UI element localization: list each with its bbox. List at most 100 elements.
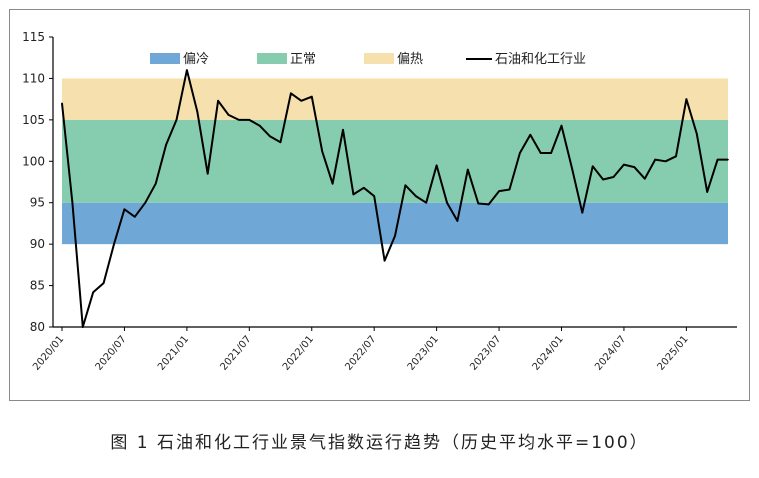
data-point xyxy=(321,150,323,153)
data-point xyxy=(300,100,303,102)
data-point xyxy=(581,211,584,214)
data-point xyxy=(165,143,167,146)
data-point xyxy=(92,291,95,294)
data-point xyxy=(290,92,292,95)
data-point xyxy=(352,193,355,196)
data-point xyxy=(467,168,469,171)
data-point xyxy=(404,184,407,187)
x-tick-label: 2023/01 xyxy=(406,334,441,373)
axes xyxy=(52,37,737,328)
data-point xyxy=(435,164,438,167)
data-point xyxy=(550,152,552,154)
data-point xyxy=(206,172,209,175)
data-point xyxy=(331,182,334,185)
data-point xyxy=(654,158,656,161)
x-tick-label: 2020/07 xyxy=(94,334,129,373)
data-point xyxy=(519,152,521,154)
data-point xyxy=(248,119,251,121)
legend-swatch-0 xyxy=(150,53,180,64)
data-point xyxy=(394,235,396,237)
data-point xyxy=(82,326,84,328)
data-point xyxy=(539,152,542,154)
data-point xyxy=(227,114,230,116)
data-point xyxy=(675,155,677,158)
data-point xyxy=(612,176,615,178)
x-axis-ticks: 2020/01 2020/07 2021/01 2021/07 2022/01 2022/… xyxy=(31,327,691,373)
legend-label-3: 石油和化工行业 xyxy=(495,52,586,67)
legend: 偏冷 正常 偏热 石油和化工行业 xyxy=(150,52,586,67)
x-tick-label: 2022/01 xyxy=(281,334,316,373)
chart-frame: 80 85 90 95 100 105 110 115 2020/01 2020/07 2021/… xyxy=(9,9,750,401)
data-point xyxy=(269,135,271,138)
y-tick-label: 115 xyxy=(22,30,45,44)
data-point xyxy=(362,187,365,189)
data-point xyxy=(695,133,698,135)
x-tick-label: 2021/07 xyxy=(218,334,253,373)
line-chart: 80 85 90 95 100 105 110 115 2020/01 2020/07 2021/… xyxy=(22,30,737,373)
legend-label-1: 正常 xyxy=(290,52,316,67)
data-point xyxy=(415,195,417,197)
data-point xyxy=(154,182,157,185)
data-point xyxy=(529,133,532,136)
x-tick-label: 2021/01 xyxy=(156,334,191,373)
data-point xyxy=(373,195,375,197)
data-point xyxy=(633,166,636,168)
data-point xyxy=(591,165,594,168)
y-tick-label: 90 xyxy=(30,237,45,251)
data-point xyxy=(144,201,147,204)
y-tick-label: 100 xyxy=(22,154,45,168)
data-point xyxy=(383,259,386,262)
data-point xyxy=(706,191,708,193)
data-point xyxy=(571,167,573,169)
y-tick-label: 105 xyxy=(22,113,45,127)
data-point xyxy=(477,202,480,205)
band-2 xyxy=(62,78,728,120)
data-point xyxy=(664,160,667,163)
data-point xyxy=(134,216,136,218)
x-tick-label: 2024/07 xyxy=(593,334,628,373)
data-point xyxy=(217,100,219,102)
x-tick-label: 2025/01 xyxy=(656,334,691,373)
y-tick-label: 110 xyxy=(22,71,45,85)
legend-label-2: 偏热 xyxy=(397,52,423,67)
data-point xyxy=(727,158,729,161)
data-point xyxy=(602,178,604,181)
figure-caption: 图 1 石油和化工行业景气指数运行趋势（历史平均水平=100） xyxy=(110,433,649,453)
index-bands xyxy=(62,78,728,245)
data-point xyxy=(456,220,459,222)
y-tick-label: 95 xyxy=(30,196,45,210)
legend-label-0: 偏冷 xyxy=(183,52,209,67)
legend-swatch-1 xyxy=(257,53,287,64)
legend-swatch-2 xyxy=(364,53,394,64)
data-point xyxy=(196,110,199,113)
data-point xyxy=(61,102,63,105)
data-point xyxy=(342,129,344,131)
x-tick-label: 2022/07 xyxy=(343,334,378,373)
data-point xyxy=(258,124,261,127)
data-point xyxy=(113,243,115,245)
x-tick-label: 2020/01 xyxy=(31,334,66,373)
data-point xyxy=(716,158,719,161)
data-point xyxy=(560,124,563,127)
series-layer xyxy=(61,69,729,328)
band-1 xyxy=(62,119,728,203)
data-point xyxy=(175,119,178,121)
data-point xyxy=(310,95,313,98)
x-tick-label: 2024/01 xyxy=(531,334,566,373)
data-point xyxy=(186,69,188,71)
y-axis-ticks: 80 85 90 95 100 105 110 115 xyxy=(22,30,53,334)
data-point xyxy=(685,98,688,100)
data-point xyxy=(425,201,428,204)
data-point xyxy=(71,201,74,204)
data-point xyxy=(508,188,511,191)
data-point xyxy=(643,177,646,180)
data-point xyxy=(102,282,105,284)
data-point xyxy=(123,208,126,211)
y-tick-label: 80 xyxy=(30,320,45,334)
x-tick-label: 2023/07 xyxy=(468,334,503,373)
data-point xyxy=(279,141,282,144)
data-point xyxy=(238,119,240,121)
data-point xyxy=(446,201,448,204)
data-point xyxy=(623,163,625,166)
y-tick-label: 85 xyxy=(30,279,45,293)
